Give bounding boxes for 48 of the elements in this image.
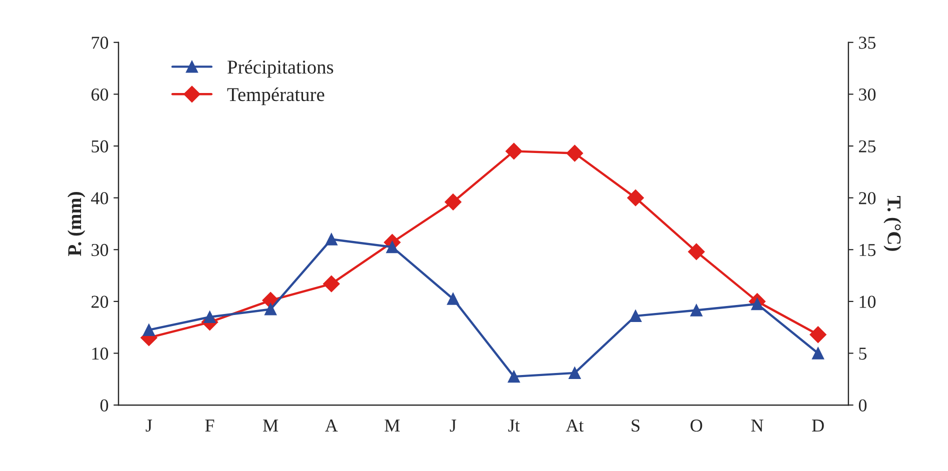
x-tick-label: At xyxy=(566,420,584,432)
point xyxy=(446,292,460,305)
y2-tick-label: 25 xyxy=(858,140,876,152)
x-tick-label: N xyxy=(751,420,764,432)
point xyxy=(812,347,824,360)
y2-tick-label: 20 xyxy=(858,192,876,204)
y2-tick-label: 35 xyxy=(859,36,876,49)
x-tick-label: F xyxy=(205,420,214,432)
y2-tick-label: 15 xyxy=(860,244,876,256)
y2-tick-label: 5 xyxy=(859,348,867,360)
x-tick-label: M xyxy=(263,420,278,432)
point xyxy=(323,275,340,292)
point xyxy=(629,310,642,322)
point xyxy=(264,303,277,316)
point xyxy=(688,243,705,260)
legend-label: Température xyxy=(227,87,324,106)
x-tick-label: S xyxy=(632,420,640,432)
point xyxy=(508,370,520,383)
x-tick-label: A xyxy=(325,420,338,432)
x-tick-label: D xyxy=(812,420,824,432)
point xyxy=(690,304,702,316)
point xyxy=(325,233,338,246)
point xyxy=(568,366,581,380)
point xyxy=(627,189,644,206)
y2-axis-title: T. (°C) xyxy=(884,196,902,251)
y-tick-label: 30 xyxy=(92,244,108,256)
y-tick-label: 70 xyxy=(92,36,108,49)
legend-label: Précipitations xyxy=(228,60,334,78)
y-tick-label: 50 xyxy=(92,140,108,152)
x-tick-label: J xyxy=(146,420,152,432)
y-axis-title: P. (mm) xyxy=(68,192,86,256)
y2-tick-label: 10 xyxy=(860,296,876,308)
y-tick-label: 10 xyxy=(92,348,108,360)
point xyxy=(810,326,826,343)
point xyxy=(444,194,462,210)
y-tick-label: 0 xyxy=(100,399,108,412)
x-tick-label: Jt xyxy=(508,420,520,432)
y-tick-label: 20 xyxy=(92,296,108,308)
y-tick-label: 40 xyxy=(91,192,108,204)
x-tick-label: M xyxy=(384,420,400,432)
x-tick-label: O xyxy=(690,420,702,432)
point xyxy=(142,324,155,336)
y-tick-label: 60 xyxy=(92,88,108,101)
point xyxy=(566,144,584,162)
x-tick-label: J xyxy=(450,420,456,432)
y2-tick-label: 30 xyxy=(859,88,876,101)
y2-tick-label: 0 xyxy=(858,399,867,412)
point xyxy=(506,142,522,160)
